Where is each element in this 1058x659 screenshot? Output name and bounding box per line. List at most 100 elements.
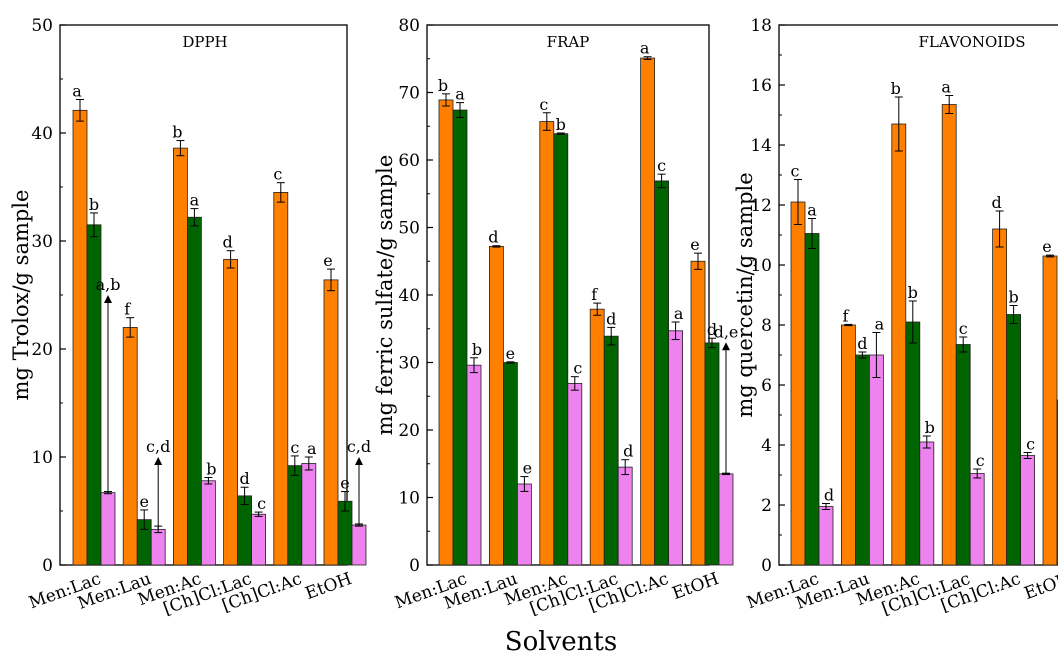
significance-label: f xyxy=(124,300,131,319)
significance-label: e xyxy=(323,251,332,270)
bar xyxy=(1020,455,1035,566)
significance-label: c xyxy=(657,156,666,175)
panel-title: DPPH xyxy=(182,33,227,51)
category-label: EtOH xyxy=(670,569,722,604)
bar xyxy=(841,324,856,566)
significance-label: c xyxy=(976,451,985,470)
bar xyxy=(941,104,957,566)
significance-label: c xyxy=(573,359,582,378)
y-tick-label: 60 xyxy=(398,151,420,171)
bar xyxy=(351,524,367,566)
bar xyxy=(891,123,907,566)
significance-label: c xyxy=(290,438,299,457)
significance-label: b xyxy=(89,195,99,214)
bar xyxy=(150,528,166,566)
significance-label: d xyxy=(824,486,834,505)
bar xyxy=(172,147,188,566)
significance-label: d xyxy=(488,228,498,247)
bar xyxy=(603,335,619,566)
significance-label: c xyxy=(257,494,266,513)
significance-label: b xyxy=(206,460,216,479)
y-tick-label: 12 xyxy=(750,196,772,216)
bar xyxy=(617,466,633,566)
figure-x-axis-label: Solvents xyxy=(505,627,617,657)
significance-label: a xyxy=(941,78,951,97)
significance-label: e xyxy=(506,344,515,363)
bar xyxy=(452,109,468,566)
bar xyxy=(804,233,820,566)
bar xyxy=(869,354,884,566)
significance-label: e xyxy=(690,235,699,254)
bar xyxy=(502,362,518,566)
bar xyxy=(1006,314,1021,566)
significance-label: a xyxy=(190,191,200,210)
bar xyxy=(466,364,482,566)
significance-label: b xyxy=(472,340,482,359)
bar xyxy=(790,201,806,566)
y-tick-label: 14 xyxy=(750,136,772,156)
bar xyxy=(969,473,985,566)
category-label: EtOH xyxy=(1022,569,1058,604)
bar xyxy=(273,191,289,566)
bar xyxy=(287,465,303,566)
y-tick-label: 20 xyxy=(31,340,53,360)
annotation-label: a,b xyxy=(96,275,121,294)
bar xyxy=(992,228,1007,566)
y-tick-label: 50 xyxy=(31,16,53,36)
y-tick-label: 0 xyxy=(409,556,420,576)
annotation-arrow-head xyxy=(355,457,363,465)
bar xyxy=(589,308,605,566)
significance-label: b xyxy=(556,115,566,134)
significance-label: d xyxy=(606,309,616,328)
bar xyxy=(690,260,706,566)
bar xyxy=(640,57,655,566)
y-tick-label: 6 xyxy=(761,376,772,396)
bar xyxy=(517,483,532,566)
significance-label: e xyxy=(139,492,148,511)
significance-label: b xyxy=(172,123,182,142)
bar xyxy=(905,321,921,566)
significance-label: d xyxy=(991,193,1001,212)
significance-label: c xyxy=(959,319,968,338)
y-tick-label: 4 xyxy=(761,436,772,456)
significance-label: a xyxy=(455,85,465,104)
y-tick-label: 40 xyxy=(31,124,53,144)
significance-label: b xyxy=(891,79,901,98)
panel-flavonoids: 0 2 4 6 8 10 12 14 16 18 FLAVONOIDS mg quercetin/g … xyxy=(733,16,1058,619)
bar xyxy=(100,492,116,566)
significance-label: a xyxy=(640,39,650,58)
bar xyxy=(855,354,870,566)
significance-label: b xyxy=(925,418,935,437)
bar xyxy=(223,258,239,566)
annotation-label: d,e xyxy=(714,322,739,341)
bar xyxy=(72,109,88,566)
y-tick-label: 16 xyxy=(750,76,772,96)
bar xyxy=(668,330,683,566)
bar xyxy=(438,99,454,566)
bar xyxy=(567,383,583,566)
y-tick-label: 8 xyxy=(761,316,772,336)
y-tick-label: 70 xyxy=(398,84,420,104)
bar xyxy=(488,245,504,566)
y-tick-label: 40 xyxy=(398,286,420,306)
y-tick-label: 30 xyxy=(398,354,420,374)
y-tick-label: 2 xyxy=(761,496,772,516)
significance-label: a xyxy=(72,82,82,101)
significance-label: e xyxy=(1042,237,1051,256)
bar xyxy=(818,506,834,566)
y-tick-label: 20 xyxy=(398,421,420,441)
significance-label: b xyxy=(1008,288,1018,307)
annotation-arrow-head xyxy=(104,295,112,303)
panel-title: FLAVONOIDS xyxy=(919,33,1026,51)
significance-label: e xyxy=(523,459,532,478)
bar xyxy=(122,326,138,566)
significance-label: a xyxy=(307,439,317,458)
significance-label: d xyxy=(857,334,867,353)
y-tick-label: 50 xyxy=(398,219,420,239)
bar xyxy=(323,279,339,566)
bar xyxy=(301,463,317,566)
significance-label: d xyxy=(623,442,633,461)
significance-label: b xyxy=(908,283,918,302)
significance-label: d xyxy=(239,469,249,488)
y-tick-label: 30 xyxy=(31,232,53,252)
